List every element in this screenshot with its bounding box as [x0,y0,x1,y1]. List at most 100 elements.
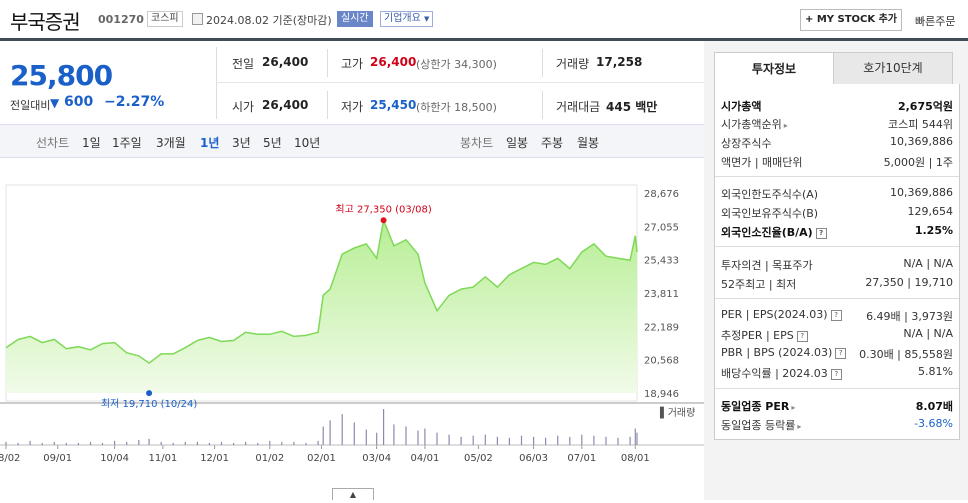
candle-chart-label: 봉차트 [460,136,494,150]
volume-bar [29,440,31,445]
volume-bar [557,435,559,445]
tab-weekly[interactable]: 주봉 [541,136,564,150]
x-tick-label: 07/01 [567,453,596,464]
high-value: 26,400 [370,55,417,69]
volume-bar [184,441,186,445]
market-badge: 코스피 [147,11,183,27]
volume-bar [317,440,319,445]
volume-bar [383,409,385,445]
divider [715,246,959,247]
tab-daily[interactable]: 일봉 [506,136,529,150]
tab-10y[interactable]: 10년 [294,136,321,150]
row-label: 외국인소진율(B/A) [721,226,813,239]
divider [216,82,704,83]
volume-bar [341,414,343,445]
volume-bar [617,437,619,445]
divider [216,47,217,119]
volume-bar [17,442,19,445]
volume-bar [77,442,79,445]
volume-bar [520,435,523,445]
volume-bar [472,435,474,445]
info-row: 배당수익률 | 2024.03? 5.81% [721,365,953,383]
tab-5y[interactable]: 5년 [263,136,282,150]
company-info-label: 기업개요 [384,13,421,24]
row-value: 129,654 [907,205,954,218]
x-tick-label: 10/04 [100,453,129,464]
stock-code: 001270 [98,13,144,26]
triangle-right-icon[interactable]: ▸ [797,422,802,431]
chart-svg: 28,676 27,055 25,433 23,811 22,189 20,568 18,9… [0,184,704,464]
tab-1w[interactable]: 1주일 [112,136,142,150]
volume-bar [593,435,595,445]
help-icon[interactable]: ? [815,227,827,239]
low-marker [146,390,153,397]
price-line [5,217,638,365]
tab-1d[interactable]: 1일 [82,136,101,150]
row-label: 외국인한도주식수(A) [721,188,819,201]
stock-header: 부국증권 001270 코스피 2024.08.02 기준(장마감) 실시간 기… [0,0,968,39]
volume-bar [148,438,150,445]
info-row: 액면가 | 매매단위 5,000원 | 1주 [721,154,953,172]
period-tab-bar: 선차트 1일 1주일 3개월 1년 3년 5년 10년 봉차트 일봉 주봉 월봉 [0,124,704,158]
help-icon[interactable]: ? [796,330,808,342]
volume-bar [281,441,283,445]
info-row: 동일업종 PER ▸ 8.07배 [721,398,953,416]
volume-bar [405,426,407,445]
prev-close-label: 전일 [232,57,255,71]
volume-bar [417,430,419,445]
triangle-right-icon[interactable]: ▸ [791,403,796,412]
row-label: 시가총액순위 [721,118,782,131]
x-tick-label: 01/02 [255,453,284,464]
volume-bar [65,442,67,445]
row-value: 5,000원 | 1주 [883,156,953,169]
chevron-up-icon[interactable]: ▲ [332,488,374,500]
help-icon[interactable]: ? [835,347,847,359]
low-label: 최저 19,710 (10/24) [101,398,197,410]
upper-limit: (상한가 34,300) [416,58,497,71]
add-my-stock-button[interactable]: + MY STOCK 추가 [800,9,902,31]
down-triangle-icon: ▼ [50,96,60,110]
y-tick-label: 18,946 [644,389,679,400]
current-price: 25,800 [10,59,113,92]
y-tick-label: 27,055 [644,222,679,233]
volume-bar [220,441,223,445]
divider [327,91,328,119]
company-info-button[interactable]: 기업개요 ▼ [380,11,434,27]
x-tick-label: 06/03 [519,453,548,464]
stock-name: 부국증권 [10,10,81,34]
realtime-badge[interactable]: 실시간 [337,11,373,27]
quick-order-button[interactable]: 빠른주문 [915,15,956,28]
volume-bar [114,440,116,445]
high-label: 고가 [341,57,364,71]
tab-investment-info[interactable]: 투자정보 [714,52,834,85]
divider [715,298,959,299]
x-tick-label: 02/01 [307,453,336,464]
row-label: 동일업종 PER [721,400,790,413]
price-chart[interactable]: 28,676 27,055 25,433 23,811 22,189 20,568 18,9… [0,157,704,500]
tab-order-book[interactable]: 호가10단계 [833,52,953,85]
row-label: 상장주식수 [721,137,772,150]
tab-3m[interactable]: 3개월 [156,136,186,150]
volume-bar [484,434,486,445]
tab-1y[interactable]: 1년 [200,136,220,150]
tab-3y[interactable]: 3년 [232,136,251,150]
price-panel: 25,800 전일대비 ▼ 600 −2.27% 전일 26,400 고가 26… [0,38,704,124]
help-icon[interactable]: ? [830,309,842,321]
help-icon[interactable]: ? [830,368,842,380]
volume-bar [460,436,462,445]
x-tick-label: 03/04 [362,453,391,464]
lower-limit: (하한가 18,500) [416,101,497,114]
volume-bar [233,442,235,445]
row-value: 10,369,886 [890,186,953,199]
row-label: 투자의견 | 목표주가 [721,259,813,272]
volume-bar [448,434,450,445]
high-marker [380,217,387,224]
tab-monthly[interactable]: 월봉 [577,136,600,150]
price-area [6,220,637,393]
volume-bar [160,441,162,445]
divider [715,176,959,177]
volume-bar [496,436,498,445]
volume-bar [353,422,355,445]
triangle-right-icon[interactable]: ▸ [783,121,788,130]
row-value: 코스피 544위 [888,118,953,131]
